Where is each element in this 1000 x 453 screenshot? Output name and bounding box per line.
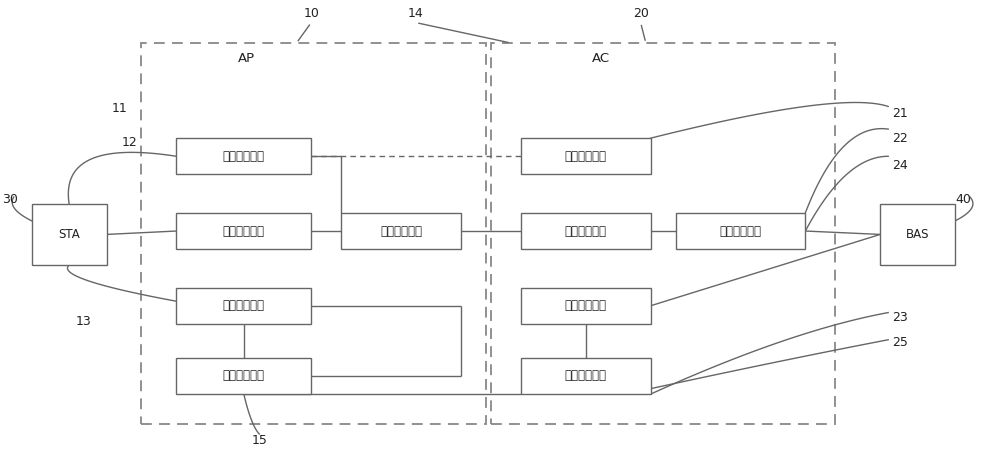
FancyBboxPatch shape	[176, 358, 311, 394]
Text: 21: 21	[892, 107, 908, 120]
Text: 第三处理模块: 第三处理模块	[719, 225, 761, 237]
Text: 40: 40	[955, 193, 971, 206]
Text: 24: 24	[892, 159, 908, 172]
FancyBboxPatch shape	[521, 138, 651, 174]
Text: 第二处理模块: 第二处理模块	[223, 370, 265, 382]
Text: AC: AC	[592, 53, 610, 65]
Text: 10: 10	[303, 7, 319, 20]
Text: 第一发送模块: 第一发送模块	[565, 150, 607, 163]
FancyBboxPatch shape	[676, 213, 805, 249]
FancyBboxPatch shape	[521, 358, 651, 394]
Text: 11: 11	[112, 102, 127, 115]
FancyBboxPatch shape	[176, 213, 311, 249]
Text: 12: 12	[122, 136, 137, 149]
Text: 15: 15	[251, 434, 267, 447]
Text: 14: 14	[408, 7, 424, 20]
FancyBboxPatch shape	[32, 204, 107, 265]
Text: STA: STA	[58, 228, 80, 241]
Text: 第四接收模块: 第四接收模块	[565, 225, 607, 237]
FancyBboxPatch shape	[880, 204, 955, 265]
FancyBboxPatch shape	[341, 213, 461, 249]
Text: 22: 22	[892, 132, 908, 145]
Text: 第三接收模块: 第三接收模块	[223, 299, 265, 312]
Text: 第一接收模块: 第一接收模块	[223, 150, 265, 163]
Text: 13: 13	[76, 315, 91, 328]
FancyBboxPatch shape	[521, 213, 651, 249]
Text: AP: AP	[238, 53, 255, 65]
Text: 第五接收模块: 第五接收模块	[565, 299, 607, 312]
Text: 第一处理模块: 第一处理模块	[380, 225, 422, 237]
Text: 25: 25	[892, 336, 908, 348]
FancyBboxPatch shape	[176, 138, 311, 174]
Text: 30: 30	[2, 193, 18, 206]
Text: 第四处理模块: 第四处理模块	[565, 370, 607, 382]
FancyBboxPatch shape	[521, 288, 651, 324]
FancyBboxPatch shape	[176, 288, 311, 324]
Text: 23: 23	[892, 311, 908, 323]
Text: BAS: BAS	[906, 228, 929, 241]
Text: 20: 20	[633, 7, 649, 20]
Text: 第二接收模块: 第二接收模块	[223, 225, 265, 237]
